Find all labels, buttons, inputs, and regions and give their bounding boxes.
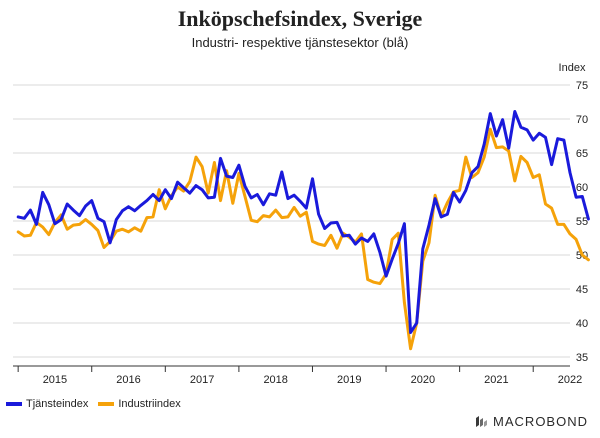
legend-swatch-industry (98, 402, 115, 406)
y-tick-label-40: 40 (576, 318, 588, 330)
legend-item-services: Tjänsteindex (6, 398, 88, 410)
series-line-services (16, 110, 590, 334)
y-tick-label-35: 35 (576, 352, 588, 364)
x-tick-label-2015: 2015 (43, 374, 67, 386)
y-tick-label-65: 65 (576, 148, 588, 160)
chart-title: Inköpschefsindex, Sverige (177, 6, 423, 31)
x-tick-label-2016: 2016 (116, 374, 140, 386)
brand-logo: MACROBOND (475, 414, 588, 429)
legend-swatch-services (6, 402, 22, 406)
x-tick-label-2020: 2020 (411, 374, 435, 386)
y-tick-label-60: 60 (576, 182, 588, 194)
x-tick-label-2018: 2018 (263, 374, 287, 386)
y-tick-label-55: 55 (576, 216, 588, 228)
legend-label-industry: Industriindex (118, 398, 181, 410)
series-line-industry (16, 127, 590, 351)
series-lines (16, 110, 590, 351)
x-tick-label-2021: 2021 (484, 374, 508, 386)
x-tick-label-2022: 2022 (558, 374, 582, 386)
legend: Tjänsteindex Industriindex (6, 398, 191, 410)
x-tick-label-2019: 2019 (337, 374, 361, 386)
chart-subtitle: Industri- respektive tjänstesektor (blå) (191, 35, 409, 50)
y-tick-label-70: 70 (576, 114, 588, 126)
legend-item-industry: Industriindex (98, 398, 181, 410)
y-tick-label-75: 75 (576, 80, 588, 92)
gridlines (13, 84, 570, 358)
x-tick-label-2017: 2017 (190, 374, 214, 386)
x-axis: 2015 2016 2017 2018 2019 2020 2021 2022 (13, 365, 582, 386)
legend-label-services: Tjänsteindex (26, 398, 89, 410)
y-tick-label-45: 45 (576, 284, 588, 296)
y-axis-label: Index (559, 62, 586, 74)
macrobond-logo-icon (476, 415, 488, 427)
brand-name: MACROBOND (493, 414, 588, 429)
